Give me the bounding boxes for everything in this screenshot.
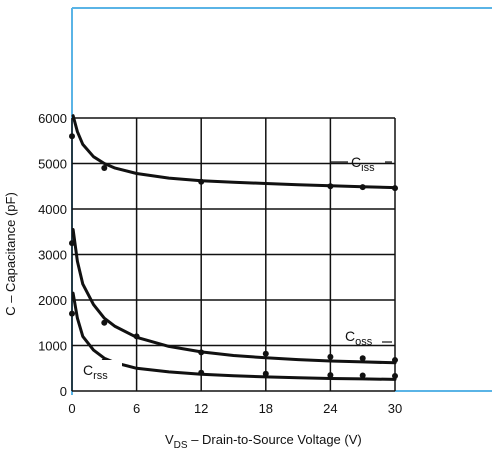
data-point-ciss-2 [198,178,205,185]
series-label-coss: Coss [345,328,373,348]
y-tick-0: 0 [60,384,67,399]
data-point-coss-6 [359,355,366,362]
series-crss-sub: rss [93,370,108,382]
y-tick-1000: 1000 [38,339,67,354]
x-tick-24: 24 [323,401,337,416]
label-crss: Crss [80,360,122,382]
data-point-ciss-5 [392,185,398,192]
data-point-coss-2 [133,333,140,340]
x-axis-label-sub: DS [174,440,188,451]
y-axis-label: C – Capacitance (pF) [3,192,18,316]
series-coss-name: C [345,328,355,344]
series-ciss-sub: iss [361,162,375,174]
data-point-coss-7 [392,357,398,364]
data-point-coss-3 [198,349,205,356]
x-tick-12: 12 [194,401,208,416]
data-point-ciss-3 [327,183,334,190]
label-crss-bg [80,360,122,382]
data-point-ciss-1 [101,165,108,172]
y-tick-labels: 0 1000 2000 3000 4000 5000 6000 [38,111,67,399]
x-tick-0: 0 [68,401,75,416]
series-label-ciss: Ciss [351,154,375,174]
y-tick-2000: 2000 [38,293,67,308]
x-tick-18: 18 [259,401,273,416]
data-point-crss-3 [262,370,269,377]
grid [71,117,396,392]
data-point-ciss-0 [69,133,75,140]
curves [71,114,397,381]
series-line-ciss [71,114,397,190]
data-point-crss-0 [69,310,75,317]
data-point-coss-4 [262,350,269,357]
data-point-coss-0 [69,240,75,247]
x-tick-30: 30 [388,401,402,416]
x-axis-label: VDS – Drain-to-Source Voltage (V) [165,432,362,451]
data-point-crss-2 [198,369,205,376]
data-point-coss-1 [101,319,108,326]
x-tick-6: 6 [133,401,140,416]
series-line-coss [71,228,397,365]
series-label-crss: Crss [83,362,108,382]
data-point-crss-4 [327,372,334,379]
data-point-crss-5 [359,372,366,379]
y-tick-3000: 3000 [38,248,67,263]
series-line-crss [71,291,397,381]
data-point-ciss-4 [359,184,366,191]
series-crss-name: C [83,362,93,378]
series-ciss-name: C [351,154,361,170]
y-tick-4000: 4000 [38,202,67,217]
label-coss: Coss [345,328,392,348]
series-coss-sub: oss [355,336,373,348]
x-axis-label-main: V [165,432,174,447]
label-ciss: Ciss [330,154,392,174]
y-tick-6000: 6000 [38,111,67,126]
y-tick-5000: 5000 [38,157,67,172]
data-point-coss-5 [327,353,334,360]
points [69,133,398,379]
x-tick-labels: 0 6 12 18 24 30 [68,401,402,416]
x-axis-label-rest: – Drain-to-Source Voltage (V) [188,432,362,447]
data-point-crss-6 [392,372,398,379]
